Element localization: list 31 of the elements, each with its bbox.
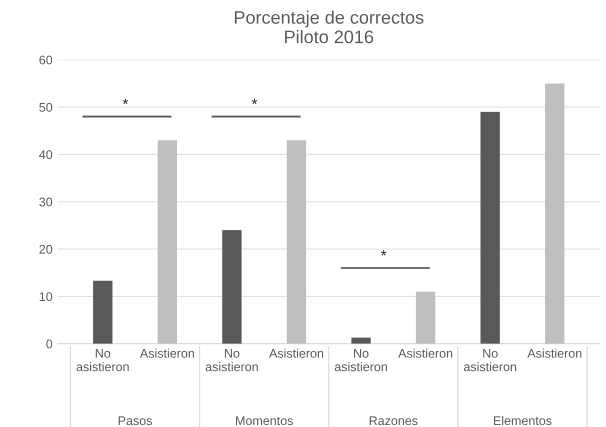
bar: [286, 140, 306, 344]
text: Momentos: [236, 416, 293, 426]
y-tick-label: 60: [39, 56, 52, 64]
bar: [545, 83, 564, 344]
annotation: *: [380, 250, 386, 256]
y-tick-label: 10: [40, 292, 52, 302]
chart-title: Porcentaje de correctos Piloto 2016: [234, 10, 424, 44]
text: Pasos: [118, 416, 152, 426]
x-tick-label: Asistieron: [398, 348, 452, 358]
y-tick-label: 50: [39, 102, 52, 112]
bar: [93, 280, 112, 344]
bar: [480, 112, 500, 344]
text: Elementos: [494, 416, 552, 426]
y-tick-label: 20: [39, 244, 52, 254]
x-tick-label: Asistieron: [527, 348, 582, 358]
annotation: *: [252, 98, 258, 104]
x-tick-label: No asistieron: [206, 349, 258, 372]
x-tick-label: Asistieron: [140, 348, 194, 358]
x-tick-label: No asistieron: [334, 349, 387, 372]
x-tick-label: No asistieron: [76, 349, 129, 372]
bar: [158, 140, 178, 344]
x-tick-label: No asistieron: [464, 349, 516, 372]
annotation: *: [122, 98, 128, 104]
y-tick-label: 40: [39, 150, 52, 160]
text: Razones: [370, 416, 418, 426]
y-tick-label: 30: [39, 198, 52, 206]
bar: [351, 338, 371, 344]
bar: [222, 230, 242, 344]
y-tick-label: 0: [46, 340, 52, 348]
x-tick-label: Asistieron: [269, 348, 324, 358]
bar: [416, 292, 436, 344]
